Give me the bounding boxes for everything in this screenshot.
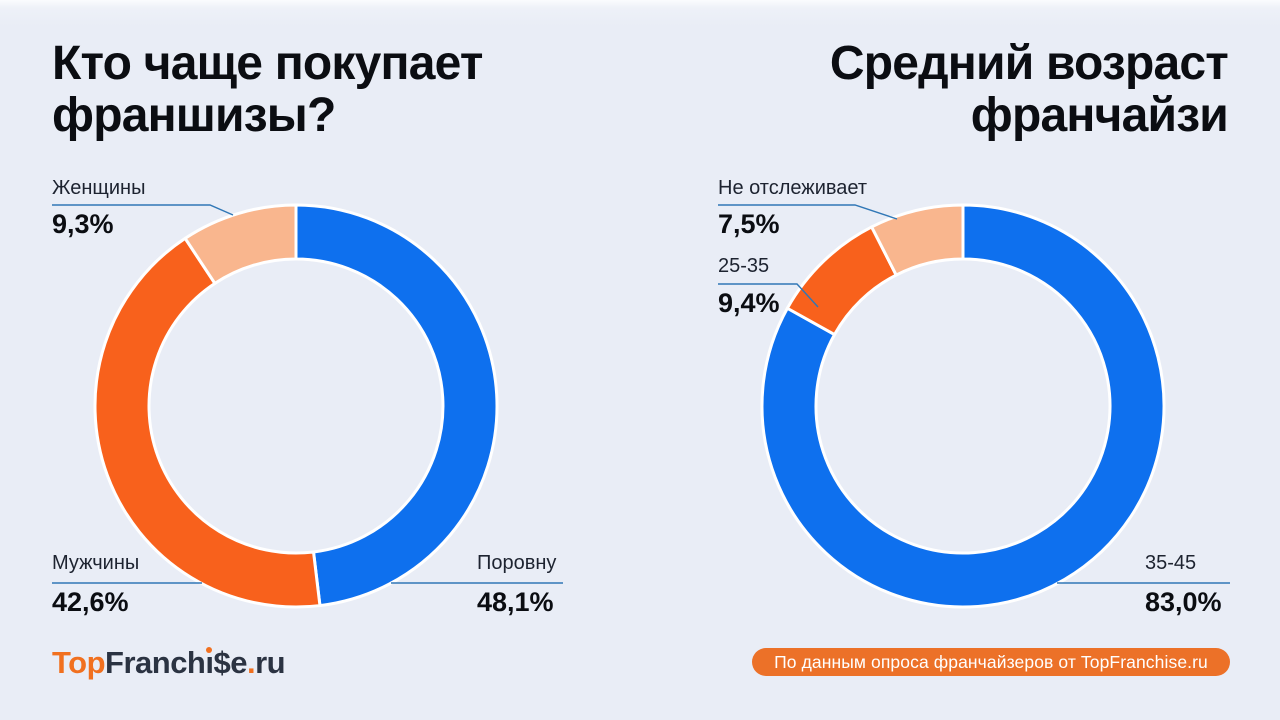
callout-value-men: 42,6%	[52, 587, 129, 617]
donut-slice	[93, 236, 322, 609]
leader-line	[718, 283, 819, 308]
donut-slice	[183, 203, 298, 285]
topfranchise-logo: TopFranchı$e.ru	[52, 645, 286, 681]
callout-value-no-track: 7,5%	[718, 209, 780, 239]
source-badge-text: По данным опроса франчайзеров от TopFran…	[774, 651, 1208, 672]
leader-line	[52, 204, 234, 216]
logo-ru-part: ru	[255, 645, 286, 680]
logo-franch-part: Franch	[105, 645, 206, 680]
donut-slice	[760, 203, 1166, 609]
logo-top-part: Top	[52, 645, 106, 680]
callout-value-25-35: 9,4%	[718, 288, 780, 318]
callout-label-equal: Поровну	[477, 552, 557, 574]
leader-line	[718, 204, 898, 220]
callout-value-equal: 48,1%	[477, 587, 554, 617]
logo-i-part: ı	[205, 645, 214, 680]
logo-se-part: $e	[213, 645, 248, 680]
callout-label-no-track: Не отслеживает	[718, 177, 868, 199]
right-chart-title: Средний возраст франчайзи	[829, 37, 1229, 142]
callout-label-men: Мужчины	[52, 552, 140, 574]
callout-label-25-35: 25-35	[718, 255, 770, 277]
donut-slice	[870, 203, 965, 277]
callout-value-women: 9,3%	[52, 209, 114, 239]
donut-slice	[294, 203, 499, 608]
source-badge: По данным опроса франчайзеров от TopFran…	[752, 648, 1230, 676]
callout-label-women: Женщины	[52, 177, 146, 199]
callout-label-35-45: 35-45	[1145, 552, 1197, 574]
left-chart-title: Кто чаще покупает франшизы?	[52, 37, 483, 142]
logo-dot-part: .	[246, 645, 256, 680]
callout-value-35-45: 83,0%	[1145, 587, 1222, 617]
